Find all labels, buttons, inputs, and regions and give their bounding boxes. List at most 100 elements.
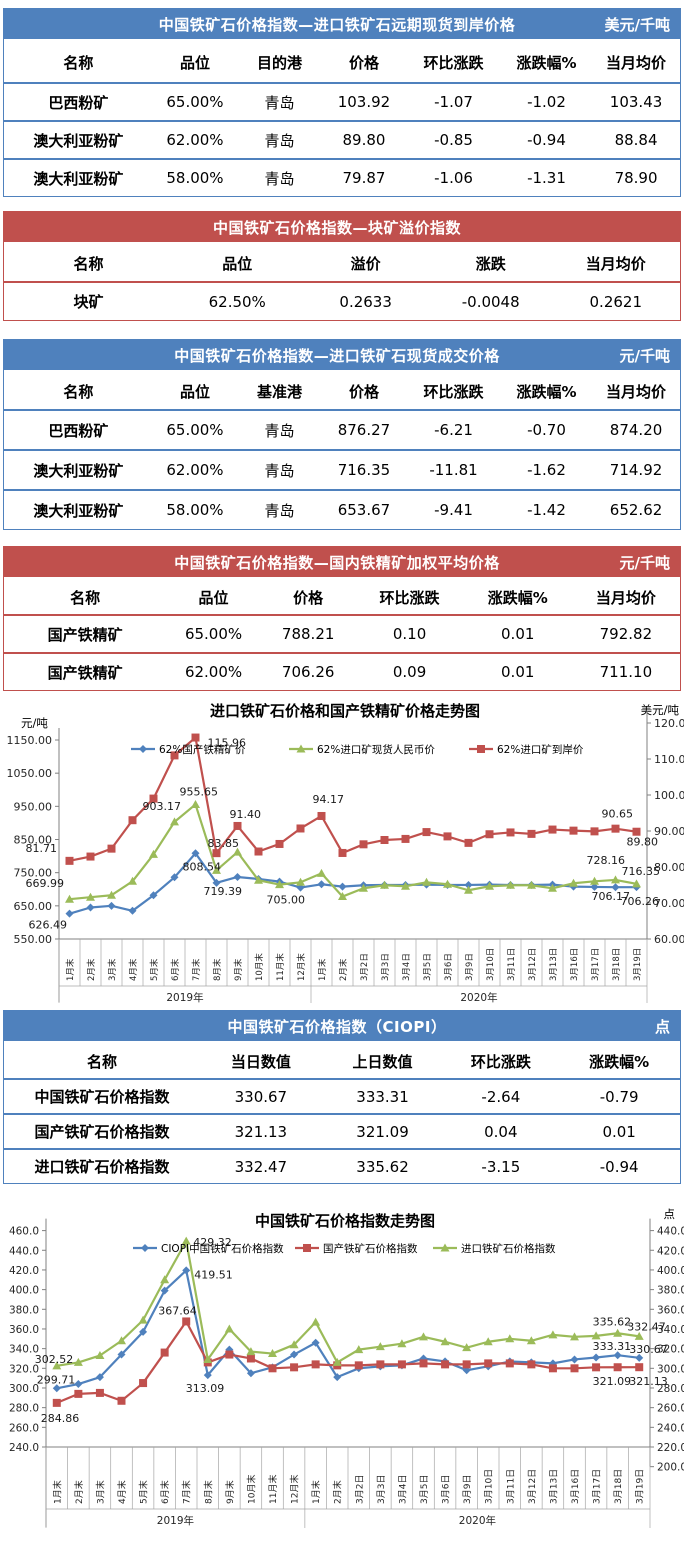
- value-cell: 333.31: [321, 1079, 444, 1115]
- ciopi-trend-chart: 中国铁矿石价格指数走势图 点 240.0 260.0 280.0 300.0 320.0 34…: [9, 1207, 684, 1528]
- x-axis-tick-label: 7月末: [181, 1480, 193, 1504]
- x-axis-tick-label: 3月5日: [423, 953, 433, 981]
- data-point-marker: [483, 1337, 493, 1346]
- data-point-marker: [86, 892, 95, 901]
- data-point-marker: [440, 1337, 450, 1346]
- data-point-marker: [338, 882, 347, 891]
- x-axis-tick-label: 3月12日: [527, 1469, 538, 1504]
- table-lump-premium-index: 中国铁矿石价格指数—块矿溢价指数 名称 品位 溢价 涨跌 当月均价 块矿 62.50% 0.26…: [3, 211, 681, 321]
- data-point-marker: [569, 878, 578, 887]
- data-point-marker: [441, 1360, 450, 1369]
- value-cell: 58.00%: [166, 169, 224, 187]
- data-point-marker: [527, 829, 536, 838]
- column-header: 名称: [4, 42, 153, 84]
- right-axis-tick-label: 380.0: [657, 1285, 684, 1297]
- value-cell: -1.06: [434, 169, 473, 187]
- data-point-marker: [397, 1339, 407, 1348]
- right-axis-tick-label: 240.0: [657, 1422, 684, 1434]
- data-point-marker: [635, 1353, 644, 1362]
- data-point-label: 626.49: [29, 919, 68, 932]
- left-axis-tick-label: 440.0: [9, 1245, 39, 1257]
- data-point-label: 728.16: [587, 854, 626, 867]
- column-header: 品位: [166, 580, 261, 616]
- data-point-marker: [338, 848, 347, 857]
- data-point-marker: [592, 1353, 601, 1362]
- x-axis-tick-label: 3月11日: [505, 1469, 516, 1504]
- table-title: 中国铁矿石价格指数—进口铁矿石远期现货到岸价格: [158, 15, 516, 34]
- data-point-marker: [224, 1324, 234, 1333]
- table-row: 国产铁精矿 65.00% 788.21 0.10 0.01 792.82: [4, 615, 680, 654]
- left-axis-tick-label: 950.00: [14, 800, 53, 813]
- data-point-marker: [570, 1364, 579, 1373]
- x-axis-tick-label: 8月末: [212, 958, 223, 981]
- column-header: 品位: [152, 42, 238, 84]
- legend-label: CIOPI中国铁矿石价格指数: [161, 1242, 284, 1255]
- value-cell: 62.00%: [184, 663, 243, 681]
- data-point-label: 299.71: [37, 1373, 76, 1386]
- data-point-marker: [74, 1380, 83, 1389]
- x-axis-tick-label: 3月末: [94, 1480, 106, 1504]
- left-axis-tick-label: 360.0: [9, 1324, 39, 1336]
- left-axis-tick-label: 240.0: [9, 1442, 39, 1454]
- data-point-marker: [443, 832, 452, 841]
- value-cell: 0.01: [558, 1114, 680, 1150]
- data-point-marker: [296, 883, 305, 892]
- x-axis-tick-label: 3月10日: [484, 1469, 495, 1504]
- right-axis-unit: 点: [664, 1207, 676, 1221]
- data-point-marker: [317, 868, 326, 877]
- value-cell: -0.0048: [461, 292, 520, 311]
- table-title-bar: 中国铁矿石价格指数（CIOPI） 点: [4, 1011, 680, 1044]
- value-cell: -1.02: [500, 83, 593, 122]
- data-point-marker: [611, 824, 620, 833]
- series-line-square: [56, 1320, 640, 1404]
- right-axis-tick-label: 70.00: [654, 897, 684, 910]
- row-name-cell: 巴西粉矿: [4, 83, 153, 122]
- right-axis-tick-label: 340.0: [657, 1324, 684, 1336]
- data-point-marker: [52, 1384, 61, 1393]
- x-axis-tick-label: 3月4日: [397, 1475, 408, 1504]
- chart-title: 中国铁矿石价格指数走势图: [255, 1212, 435, 1230]
- table-import-forward-cif-price: 中国铁矿石价格指数—进口铁矿石远期现货到岸价格 美元/千吨 名称 品位 目的港 价格 环比涨…: [3, 8, 681, 197]
- value-cell: -0.94: [500, 121, 593, 160]
- data-point-label: 367.64: [158, 1304, 197, 1317]
- column-header: 名称: [4, 245, 173, 283]
- data-point-marker: [191, 799, 200, 808]
- row-name-cell: 国产铁精矿: [4, 615, 167, 654]
- x-axis-tick-label: 3月19日: [633, 948, 643, 981]
- column-header: 当月均价: [571, 580, 680, 616]
- value-cell: 714.92: [592, 450, 680, 491]
- data-point-marker: [290, 1350, 299, 1359]
- series-line-diamond: [69, 852, 637, 915]
- data-table: 名称 品位 基准港 价格 环比涨跌 涨跌幅% 当月均价 巴西粉矿 65.00% 青岛 876.27-…: [4, 373, 680, 529]
- x-axis-tick-label: 9月末: [233, 958, 244, 981]
- data-point-marker: [613, 1363, 622, 1372]
- legend-label: 62%进口矿到岸价: [497, 743, 584, 756]
- column-header: 环比涨跌: [443, 1044, 559, 1080]
- data-point-label: 705.00: [267, 894, 306, 907]
- data-point-label: 333.31: [593, 1340, 632, 1353]
- data-point-marker: [107, 901, 116, 910]
- data-point-marker: [117, 1350, 126, 1359]
- data-point-marker: [485, 881, 494, 890]
- data-point-marker: [149, 794, 158, 803]
- value-cell: 88.84: [592, 121, 680, 160]
- value-cell: 62.00%: [152, 450, 238, 491]
- data-point-marker: [128, 906, 137, 915]
- column-header: 品位: [173, 245, 302, 283]
- value-cell: 103.92: [321, 83, 407, 122]
- value-cell: 874.20: [592, 410, 680, 451]
- column-header: 涨跌幅%: [463, 580, 572, 616]
- data-point-marker: [376, 1360, 385, 1369]
- data-point-marker: [570, 1332, 579, 1341]
- value-cell: -1.62: [500, 450, 593, 491]
- value-cell: 58.00%: [166, 501, 224, 519]
- data-point-label: 91.40: [230, 808, 262, 821]
- data-point-marker: [160, 1286, 169, 1295]
- value-cell: 103.43: [592, 83, 680, 122]
- data-point-marker: [296, 824, 305, 833]
- data-point-marker: [333, 1373, 342, 1382]
- data-point-label: 83.85: [208, 837, 240, 850]
- data-point-marker: [311, 1360, 320, 1369]
- value-cell: -1.31: [527, 169, 566, 187]
